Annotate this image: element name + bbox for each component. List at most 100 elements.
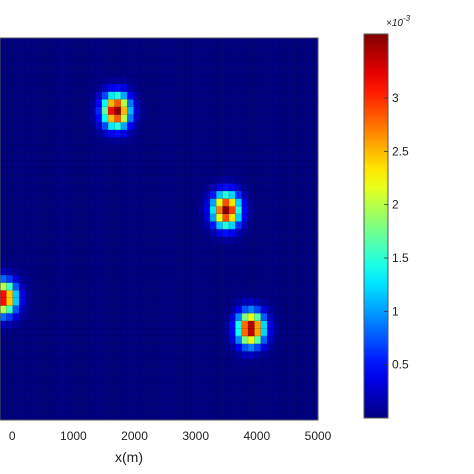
- heatmap-cell: [25, 244, 33, 253]
- heatmap-cell: [25, 297, 33, 306]
- heatmap-cell: [216, 404, 223, 413]
- heatmap-cell: [298, 83, 306, 92]
- heatmap-cell: [19, 45, 26, 54]
- heatmap-cell: [311, 267, 319, 276]
- heatmap-cell: [190, 374, 198, 383]
- heatmap-cell: [178, 351, 185, 360]
- heatmap-cell: [57, 129, 64, 138]
- heatmap-cell: [248, 99, 255, 108]
- heatmap-cell: [222, 366, 230, 375]
- heatmap-cell: [241, 206, 249, 215]
- heatmap-cell: [133, 313, 141, 321]
- heatmap-cell: [178, 99, 185, 108]
- heatmap-cell: [133, 404, 141, 413]
- heatmap-cell: [6, 175, 14, 184]
- heatmap-cell: [114, 91, 122, 100]
- heatmap-cell: [12, 213, 20, 222]
- heatmap-cell: [95, 374, 103, 383]
- heatmap-cell: [235, 144, 242, 153]
- heatmap-cell: [222, 374, 230, 383]
- heatmap-cell: [197, 389, 204, 398]
- heatmap-cell: [216, 183, 223, 192]
- heatmap-cell: [298, 144, 306, 153]
- heatmap-cell: [6, 297, 14, 306]
- heatmap-cell: [25, 152, 33, 161]
- heatmap-cell: [50, 236, 58, 245]
- heatmap-cell: [241, 213, 249, 222]
- heatmap-cell: [267, 122, 274, 130]
- heatmap-cell: [44, 137, 52, 146]
- heatmap-cell: [267, 106, 274, 115]
- heatmap-cell: [38, 404, 45, 413]
- heatmap-cell: [114, 152, 122, 161]
- heatmap-cell: [298, 320, 306, 329]
- heatmap-cell: [171, 152, 179, 161]
- heatmap-cell: [267, 244, 274, 253]
- heatmap-cell: [279, 106, 287, 115]
- heatmap-cell: [178, 137, 185, 146]
- heatmap-cell: [241, 129, 249, 138]
- heatmap-cell: [133, 45, 141, 54]
- heatmap-cell: [178, 229, 185, 237]
- heatmap-cell: [38, 229, 45, 237]
- heatmap-cell: [273, 45, 281, 54]
- heatmap-cell: [63, 282, 71, 291]
- heatmap-cell: [44, 251, 52, 260]
- heatmap-cell: [165, 320, 173, 329]
- heatmap-cell: [89, 53, 96, 62]
- heatmap-cell: [241, 60, 249, 69]
- heatmap-cell: [184, 198, 192, 207]
- heatmap-cell: [101, 320, 109, 329]
- heatmap-cell: [267, 144, 274, 153]
- heatmap-cell: [0, 397, 7, 406]
- heatmap-cell: [254, 83, 262, 92]
- heatmap-cell: [0, 229, 7, 237]
- heatmap-cell: [76, 229, 83, 237]
- heatmap-cell: [228, 129, 236, 138]
- heatmap-cell: [235, 114, 242, 123]
- heatmap-cell: [6, 397, 14, 406]
- heatmap-cell: [133, 259, 141, 268]
- heatmap-cell: [57, 76, 64, 85]
- heatmap-cell: [63, 114, 71, 123]
- heatmap-cell: [25, 175, 33, 184]
- heatmap-cell: [178, 60, 185, 69]
- heatmap-cell: [159, 389, 166, 398]
- heatmap-cell: [76, 152, 83, 161]
- heatmap-cell: [222, 358, 230, 367]
- heatmap-cell: [235, 366, 242, 375]
- heatmap-cell: [292, 267, 300, 276]
- heatmap-cell: [114, 183, 122, 192]
- heatmap-cell: [228, 206, 236, 215]
- heatmap-cell: [222, 198, 230, 207]
- heatmap-cell: [184, 175, 192, 184]
- heatmap-cell: [120, 68, 128, 77]
- heatmap-cell: [248, 374, 255, 383]
- heatmap-cell: [197, 206, 204, 215]
- heatmap-cell: [178, 198, 185, 207]
- heatmap-cell: [298, 114, 306, 123]
- heatmap-cell: [197, 412, 204, 421]
- heatmap-cell: [165, 259, 173, 268]
- heatmap-cell: [127, 313, 134, 321]
- heatmap-cell: [19, 60, 26, 69]
- heatmap-cell: [114, 412, 122, 421]
- heatmap-cell: [31, 251, 39, 260]
- heatmap-cell: [235, 60, 242, 69]
- heatmap-cell: [305, 160, 312, 169]
- heatmap-cell: [139, 389, 147, 398]
- heatmap-cell: [209, 320, 217, 329]
- heatmap-cell: [165, 106, 173, 115]
- heatmap-cell: [63, 274, 71, 283]
- heatmap-cell: [178, 236, 185, 245]
- heatmap-cell: [178, 175, 185, 184]
- heatmap-cell: [248, 404, 255, 413]
- heatmap-cell: [190, 144, 198, 153]
- heatmap-cell: [12, 114, 20, 123]
- heatmap-cell: [63, 320, 71, 329]
- heatmap-cell: [101, 366, 109, 375]
- heatmap-cell: [76, 259, 83, 268]
- heatmap-cell: [190, 167, 198, 176]
- heatmap-cell: [241, 282, 249, 291]
- heatmap-cell: [50, 68, 58, 77]
